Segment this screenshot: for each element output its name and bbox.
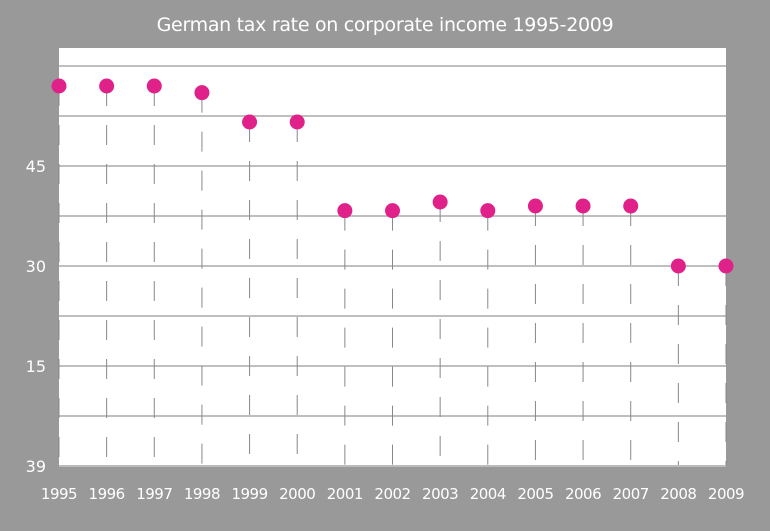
x-tick-label: 2002: [374, 485, 410, 503]
y-tick-label: 39: [26, 457, 46, 476]
y-tick-label: 30: [26, 257, 46, 276]
data-point: [718, 258, 734, 274]
x-tick-label: 2001: [327, 485, 363, 503]
x-tick-label: 2006: [565, 485, 601, 503]
y-tick-label: 15: [26, 357, 46, 376]
data-point: [623, 198, 639, 214]
data-point: [194, 85, 210, 101]
data-point: [289, 114, 305, 130]
data-point: [99, 78, 115, 94]
y-axis-ticks: 45 30 15 39: [26, 157, 46, 476]
data-point: [337, 203, 353, 219]
x-tick-label: 2009: [708, 485, 744, 503]
data-point: [527, 198, 543, 214]
data-point: [670, 258, 686, 274]
data-point: [480, 203, 496, 219]
drop-lines: [58, 86, 727, 466]
x-axis-ticks: 1995 1996 1997 1998 1999 2000 2001 2002 2003 2004…: [41, 485, 745, 503]
chart-title: German tax rate on corporate income 1995…: [156, 14, 614, 36]
x-tick-label: 2008: [660, 485, 696, 503]
x-tick-label: 2005: [517, 485, 553, 503]
x-tick-label: 2007: [613, 485, 649, 503]
x-tick-label: 1998: [184, 485, 220, 503]
markers: [51, 78, 734, 274]
x-tick-label: 1995: [41, 485, 77, 503]
y-tick-label: 45: [26, 157, 46, 176]
x-tick-label: 2003: [422, 485, 458, 503]
x-tick-label: 1999: [231, 485, 267, 503]
data-point: [385, 203, 400, 219]
data-point: [575, 198, 591, 214]
x-tick-label: 1996: [89, 485, 125, 503]
x-tick-label: 2000: [279, 485, 315, 503]
data-point: [51, 78, 67, 94]
data-point: [146, 78, 162, 94]
data-point: [432, 194, 448, 210]
x-tick-label: 2004: [470, 485, 506, 503]
data-point: [242, 114, 258, 130]
x-tick-label: 1997: [136, 485, 172, 503]
